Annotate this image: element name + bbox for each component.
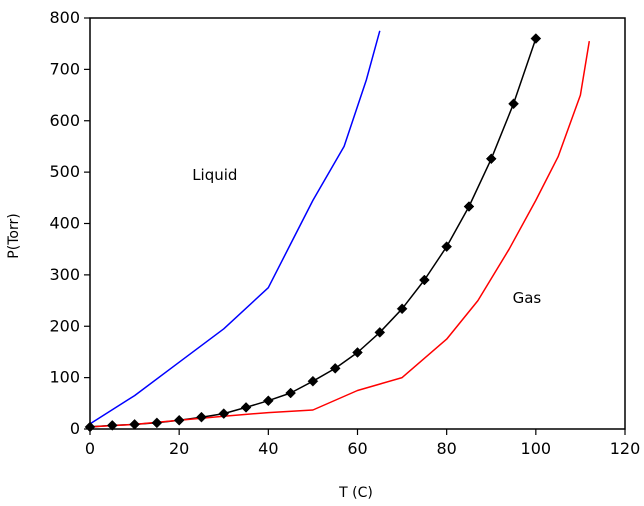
y-tick-label: 800 xyxy=(49,8,80,27)
y-tick-label: 500 xyxy=(49,162,80,181)
data-point-marker xyxy=(441,241,453,252)
data-point-marker xyxy=(151,417,163,429)
x-tick-label: 80 xyxy=(436,439,456,458)
data-point-marker xyxy=(196,411,207,423)
data-point-marker xyxy=(463,201,475,212)
annotations: Liquid Gas xyxy=(192,166,541,307)
y-tick-label: 600 xyxy=(49,111,80,130)
y-tick-label: 700 xyxy=(49,59,80,78)
annotation-liquid: Liquid xyxy=(192,166,237,184)
plot-frame xyxy=(89,17,626,430)
data-point-marker xyxy=(329,363,341,374)
x-tick-label: 40 xyxy=(258,439,278,458)
x-tick-label: 20 xyxy=(169,439,189,458)
data-point-marker xyxy=(485,153,497,165)
x-axis-title: T (C) xyxy=(338,485,373,501)
x-tick-label: 60 xyxy=(347,439,367,458)
y-axis-ticks: 0 100 200 300 400 500 600 700 800 xyxy=(49,8,90,438)
data-point-marker xyxy=(419,274,430,286)
series-line-1 xyxy=(89,38,537,428)
data-point-marker xyxy=(508,98,519,110)
data-point-marker xyxy=(307,375,319,387)
data-point-marker xyxy=(240,402,252,413)
annotation-gas: Gas xyxy=(513,289,542,307)
y-tick-label: 300 xyxy=(49,265,80,284)
y-axis-title: P(Torr) xyxy=(6,213,22,258)
series-line-0 xyxy=(89,30,381,425)
y-tick-label: 200 xyxy=(49,316,80,335)
data-point-marker xyxy=(262,395,274,407)
plot-markers xyxy=(84,33,542,433)
data-point-marker xyxy=(218,408,230,419)
data-point-marker xyxy=(173,414,185,426)
x-axis-ticks: 0 20 40 60 80 100 120 xyxy=(85,429,640,458)
data-point-marker xyxy=(129,419,140,430)
series-line-2 xyxy=(89,40,591,428)
data-point-marker xyxy=(530,33,542,44)
x-tick-label: 0 xyxy=(85,439,95,458)
data-point-marker xyxy=(374,327,386,338)
x-tick-label: 120 xyxy=(610,439,641,458)
y-tick-label: 100 xyxy=(49,368,80,387)
x-tick-label: 100 xyxy=(521,439,552,458)
data-point-marker xyxy=(106,420,118,431)
data-point-marker xyxy=(285,387,296,399)
y-tick-label: 400 xyxy=(49,214,80,233)
y-tick-label: 0 xyxy=(70,419,80,438)
data-point-marker xyxy=(396,303,408,315)
data-point-marker xyxy=(352,347,363,358)
